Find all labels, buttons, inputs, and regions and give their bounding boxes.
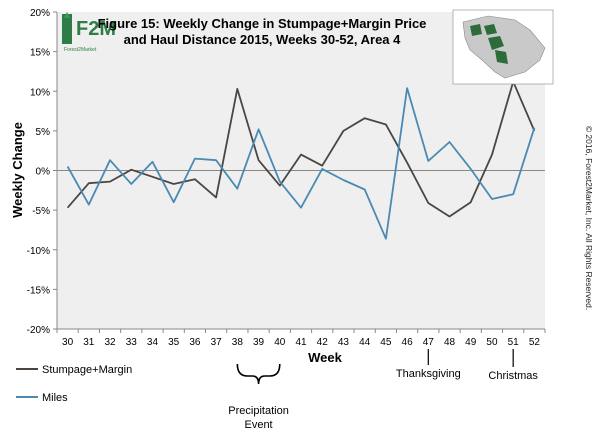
- x-tick-label: 51: [508, 337, 520, 348]
- x-tick-label: 49: [465, 337, 477, 348]
- x-tick-label: 30: [62, 337, 74, 348]
- x-tick-label: 38: [232, 337, 244, 348]
- y-tick-label: -15%: [27, 285, 50, 296]
- x-axis-label: Week: [308, 350, 342, 365]
- x-tick-label: 35: [168, 337, 180, 348]
- annotation-precipitation-line-1: Precipitation: [228, 405, 289, 417]
- x-tick-label: 37: [211, 337, 223, 348]
- x-tick-label: 43: [338, 337, 350, 348]
- y-tick-label: 10%: [30, 87, 50, 98]
- annotation-precipitation-line-2: Event: [244, 419, 272, 431]
- x-tick-label: 45: [380, 337, 392, 348]
- x-tick-label: 40: [274, 337, 286, 348]
- x-tick-label: 50: [486, 337, 498, 348]
- x-tick-label: 46: [402, 337, 414, 348]
- region-map: [452, 9, 554, 85]
- chart-title-line-1: Figure 15: Weekly Change in Stumpage+Mar…: [98, 16, 427, 31]
- series-lines: [66, 80, 536, 240]
- x-tick-labels: 30 31 32 33 34 35 36 37 38 39 40 41 42 43 44 45 46 47 48 49…: [56, 329, 546, 348]
- y-tick-label: -20%: [27, 325, 50, 336]
- chart-title-line-2: and Haul Distance 2015, Weeks 30-52, Are…: [124, 32, 402, 47]
- copyright-notice: © 2016, Forest2Market, Inc. All Rights R…: [584, 126, 594, 310]
- legend: Stumpage+Margin Miles: [16, 364, 132, 404]
- y-tick-label: 5%: [36, 127, 51, 138]
- x-tick-label: 47: [423, 337, 435, 348]
- logo-text: F2M: [76, 18, 116, 40]
- legend-label-miles: Miles: [42, 392, 68, 404]
- annotations: Precipitation Event Thanksgiving Christm…: [228, 349, 538, 431]
- annotation-thanksgiving: Thanksgiving: [396, 368, 461, 380]
- y-axis-label: Weekly Change: [10, 122, 25, 218]
- x-tick-label: 41: [295, 337, 307, 348]
- precipitation-brace: [236, 363, 281, 385]
- x-tick-label: 32: [104, 337, 116, 348]
- y-tick-label: 0%: [36, 167, 51, 178]
- y-tick-label: -5%: [32, 206, 50, 217]
- x-tick-label: 36: [189, 337, 201, 348]
- x-tick-label: 44: [359, 337, 371, 348]
- logo-subtext: Forest2Market: [64, 47, 97, 53]
- annotation-christmas: Christmas: [488, 370, 538, 382]
- x-tick-label: 33: [126, 337, 138, 348]
- x-tick-label: 31: [83, 337, 95, 348]
- y-tick-label: -10%: [27, 246, 50, 257]
- x-tick-label: 39: [253, 337, 265, 348]
- y-tick-label: 20%: [30, 8, 50, 19]
- y-tick-labels: -20% -15% -10% -5% 0% 5% 10% 15% 20%: [27, 8, 57, 336]
- x-tick-label: 52: [529, 337, 541, 348]
- x-tick-label: 42: [317, 337, 329, 348]
- y-tick-label: 15%: [30, 48, 50, 59]
- x-tick-label: 48: [444, 337, 456, 348]
- legend-label-stumpage: Stumpage+Margin: [42, 364, 132, 376]
- x-tick-label: 34: [147, 337, 159, 348]
- series-line-stumpage-margin: [66, 80, 536, 218]
- forest2market-logo: F2M Forest2Market: [62, 12, 116, 53]
- series-line-miles: [66, 87, 536, 240]
